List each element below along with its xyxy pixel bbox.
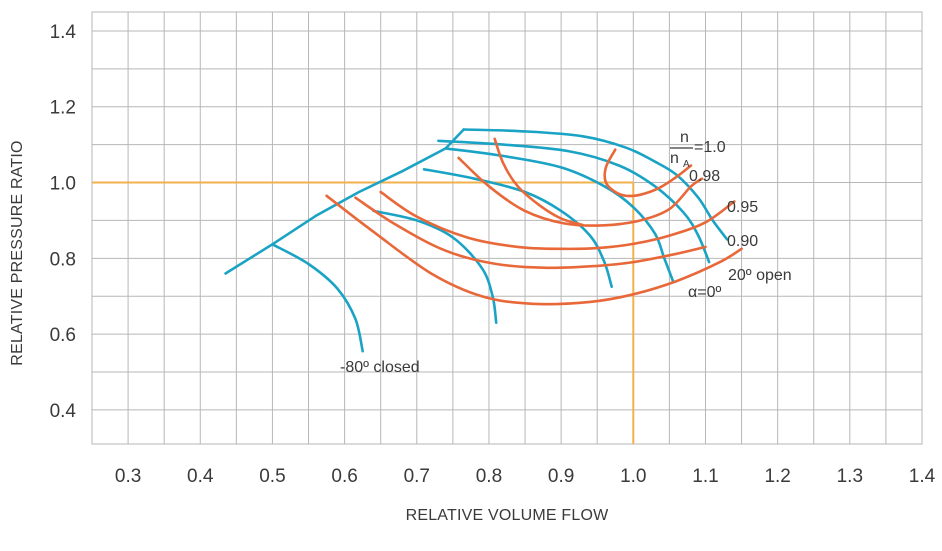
- y-tick-label: 1.4: [50, 22, 77, 43]
- guide-vane-curve: [354, 196, 707, 270]
- annotations: n n A =1.0 0.98 0.95 0.90 20º open α=0º …: [340, 129, 792, 376]
- speed-ratio-value: =1.0: [694, 139, 726, 156]
- x-tick-label: 0.7: [404, 466, 430, 487]
- x-tick-label: 0.9: [548, 466, 574, 487]
- x-tick-label: 0.4: [187, 466, 214, 487]
- surge-line: [224, 128, 465, 275]
- vane-open-label: 20º open: [728, 267, 792, 284]
- y-tick-label: 0.6: [50, 325, 76, 346]
- y-tick-label: 0.8: [50, 249, 76, 270]
- speed-ratio-numerator: n: [680, 129, 689, 146]
- y-axis-title: RELATIVE PRESSURE RATIO: [9, 140, 26, 365]
- speed-ratio-denominator: n: [670, 150, 679, 167]
- guide-vane-curve: [457, 156, 704, 227]
- speed-label-098: 0.98: [689, 168, 720, 185]
- x-tick-label: 1.2: [764, 466, 790, 487]
- x-tick-label: 0.3: [115, 466, 141, 487]
- speed-curve: [422, 168, 613, 288]
- vane-zero-label: α=0º: [688, 284, 721, 301]
- y-tick-label: 1.0: [50, 174, 76, 195]
- speed-curve: [372, 209, 498, 324]
- x-tick-label: 1.1: [692, 466, 718, 487]
- y-tick-label: 0.4: [50, 401, 77, 422]
- x-tick-label: 0.8: [476, 466, 502, 487]
- y-axis-ticks: 0.4 0.6 0.8 1.0 1.2 1.4: [50, 22, 77, 422]
- y-tick-label: 1.2: [50, 98, 76, 119]
- x-tick-label: 0.5: [259, 466, 285, 487]
- speed-curve: [271, 243, 364, 353]
- x-tick-label: 1.0: [620, 466, 646, 487]
- design-point-lines: [92, 181, 635, 444]
- x-tick-label: 1.4: [909, 466, 936, 487]
- speed-label-090: 0.90: [727, 233, 758, 250]
- speed-curve: [462, 128, 729, 241]
- x-axis-ticks: 0.3 0.4 0.5 0.6 0.7 0.8 0.9 1.0 1.1 1.2 1.3 1.4: [115, 466, 936, 487]
- guide-vane-curve: [603, 148, 693, 198]
- speed-curve: [437, 139, 711, 264]
- speed-ratio-subscript: A: [683, 159, 690, 170]
- x-tick-label: 1.3: [837, 466, 863, 487]
- curves: [224, 128, 743, 353]
- x-axis-title: RELATIVE VOLUME FLOW: [406, 507, 610, 524]
- guide-vane-curve: [325, 194, 743, 306]
- guide-vane-curve: [493, 137, 585, 227]
- plot-frame: [91, 11, 923, 445]
- speed-label-095: 0.95: [727, 199, 758, 216]
- guide-vane-curve: [379, 190, 736, 251]
- x-tick-label: 0.6: [331, 466, 357, 487]
- grid: [91, 11, 923, 445]
- vane-closed-label: -80º closed: [340, 359, 420, 376]
